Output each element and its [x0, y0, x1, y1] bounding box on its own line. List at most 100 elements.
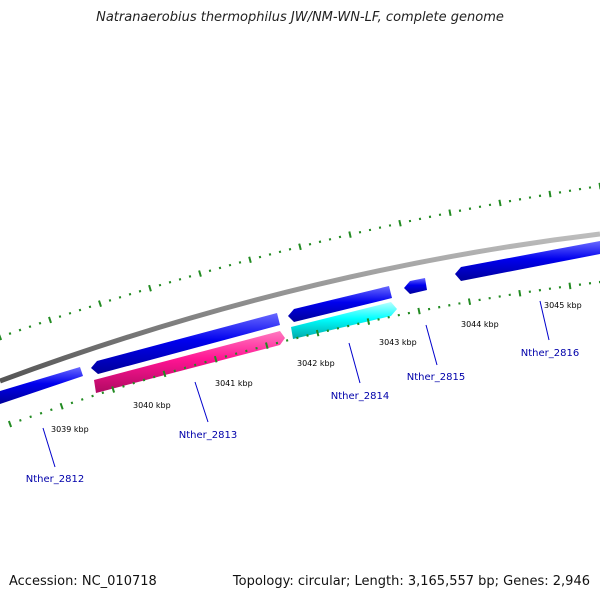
scale-labels: 3039 kbp 3040 kbp 3041 kbp 3042 kbp 3043… — [51, 301, 582, 434]
inner-ring-minor-tick — [122, 384, 125, 388]
outer-ring-major-tick — [148, 284, 152, 292]
inner-ring-major-tick — [213, 355, 218, 363]
inner-ring-major-tick — [162, 370, 167, 378]
outer-ring-minor-tick — [208, 269, 212, 273]
gene-unlabeled-2[interactable] — [288, 286, 392, 322]
inner-ring-minor-tick — [39, 411, 43, 415]
outer-ring-minor-tick — [288, 247, 292, 251]
inner-ring-major-tick — [265, 342, 269, 349]
outer-tick-ring — [0, 182, 600, 341]
outer-ring-major-tick — [398, 219, 402, 227]
genome-backbone — [0, 231, 600, 384]
outer-ring-minor-tick — [328, 238, 332, 241]
outer-ring-major-tick — [548, 190, 552, 198]
outer-ring-major-tick — [248, 256, 252, 264]
inner-ring-minor-tick — [80, 398, 84, 401]
gene-Nther_2813[interactable] — [94, 331, 285, 393]
outer-ring-minor-tick — [218, 266, 222, 270]
inner-ring-minor-tick — [142, 378, 146, 382]
outer-ring-minor-tick — [8, 332, 12, 335]
leader-Nther_2815 — [425, 324, 438, 366]
outer-ring-minor-tick — [88, 305, 92, 309]
outer-ring-minor-tick — [78, 308, 82, 312]
gene-Nther_2812[interactable] — [0, 367, 83, 404]
accession-footer: Accession: NC_010718 — [9, 574, 157, 589]
inner-ring-minor-tick — [152, 375, 156, 379]
inner-ring-major-tick — [568, 282, 572, 290]
inner-tick-ring — [7, 280, 600, 428]
gene-label-Nther_2813[interactable]: Nther_2813 — [179, 430, 237, 441]
gene-Nther_2815[interactable] — [404, 278, 427, 294]
forward-strand — [0, 241, 600, 404]
inner-ring-minor-tick — [204, 360, 207, 364]
inner-ring-minor-tick — [275, 341, 279, 345]
gene-Nther_2816[interactable] — [455, 241, 600, 281]
accession-value: NC_010718 — [81, 574, 157, 589]
leader-lines — [42, 300, 550, 468]
accession-label: Accession: — [9, 574, 78, 589]
scale-label-3045: 3045 kbp — [544, 301, 582, 310]
outer-ring-minor-tick — [238, 261, 242, 264]
outer-ring-minor-tick — [18, 328, 22, 332]
gene-labels: Nther_2812 Nther_2813 Nther_2814 Nther_2… — [26, 348, 579, 485]
outer-ring-minor-tick — [28, 325, 32, 329]
leader-Nther_2813 — [194, 381, 209, 423]
inner-ring-minor-tick — [285, 339, 289, 342]
gene-label-Nther_2812[interactable]: Nther_2812 — [26, 474, 84, 485]
inner-ring-minor-tick — [255, 346, 258, 350]
inner-ring-minor-tick — [19, 418, 22, 422]
inner-ring-minor-tick — [101, 391, 105, 395]
inner-ring-minor-tick — [183, 366, 187, 370]
scale-label-3043: 3043 kbp — [379, 338, 417, 347]
scale-label-3044: 3044 kbp — [461, 320, 499, 329]
scale-label-3039: 3039 kbp — [51, 425, 89, 434]
inner-ring-minor-tick — [346, 324, 350, 328]
gene-Nther_2814[interactable] — [291, 302, 397, 339]
reverse-strand — [94, 302, 397, 393]
outer-ring-major-tick — [48, 316, 52, 324]
topology-footer: Topology: circular; Length: 3,165,557 bp… — [232, 574, 590, 589]
inner-ring-minor-tick — [50, 408, 53, 412]
gene-unlabeled-1[interactable] — [91, 313, 280, 374]
inner-ring-minor-tick — [70, 401, 74, 405]
outer-ring-minor-tick — [138, 289, 142, 293]
outer-ring-minor-tick — [108, 299, 112, 302]
inner-ring-minor-tick — [132, 381, 135, 385]
scale-label-3042: 3042 kbp — [297, 359, 335, 368]
outer-ring-minor-tick — [128, 292, 132, 296]
outer-ring-major-tick — [298, 243, 302, 251]
inner-ring-major-tick — [111, 386, 116, 393]
inner-ring-major-tick — [59, 402, 64, 410]
leader-Nther_2812 — [42, 427, 56, 468]
gene-label-Nther_2816[interactable]: Nther_2816 — [521, 348, 579, 359]
outer-ring-minor-tick — [58, 315, 62, 318]
inner-ring-minor-tick — [91, 394, 94, 398]
outer-ring-minor-tick — [268, 253, 272, 256]
outer-ring-minor-tick — [178, 278, 182, 281]
inner-ring-minor-tick — [173, 369, 177, 373]
outer-ring-major-tick — [498, 199, 502, 207]
inner-ring-minor-tick — [29, 415, 32, 419]
outer-ring-minor-tick — [278, 250, 282, 254]
inner-ring-minor-tick — [245, 349, 248, 353]
inner-ring-major-tick — [417, 307, 421, 315]
outer-ring-major-tick — [0, 334, 3, 341]
gene-label-Nther_2814[interactable]: Nther_2814 — [331, 391, 389, 402]
leader-Nther_2814 — [348, 342, 361, 384]
inner-ring-minor-tick — [193, 363, 197, 367]
inner-ring-minor-tick — [306, 334, 309, 337]
outer-ring-minor-tick — [158, 283, 162, 287]
inner-ring-major-tick — [467, 298, 472, 305]
outer-ring-minor-tick — [38, 321, 42, 325]
scale-label-3040: 3040 kbp — [133, 401, 171, 410]
outer-ring-minor-tick — [188, 275, 192, 278]
outer-ring-major-tick — [348, 231, 352, 238]
outer-ring-major-tick — [98, 300, 102, 308]
outer-ring-minor-tick — [338, 235, 342, 239]
gene-label-Nther_2815[interactable]: Nther_2815 — [407, 372, 465, 383]
outer-ring-minor-tick — [228, 263, 232, 267]
inner-ring-major-tick — [315, 329, 320, 337]
outer-ring-minor-tick — [258, 255, 262, 259]
